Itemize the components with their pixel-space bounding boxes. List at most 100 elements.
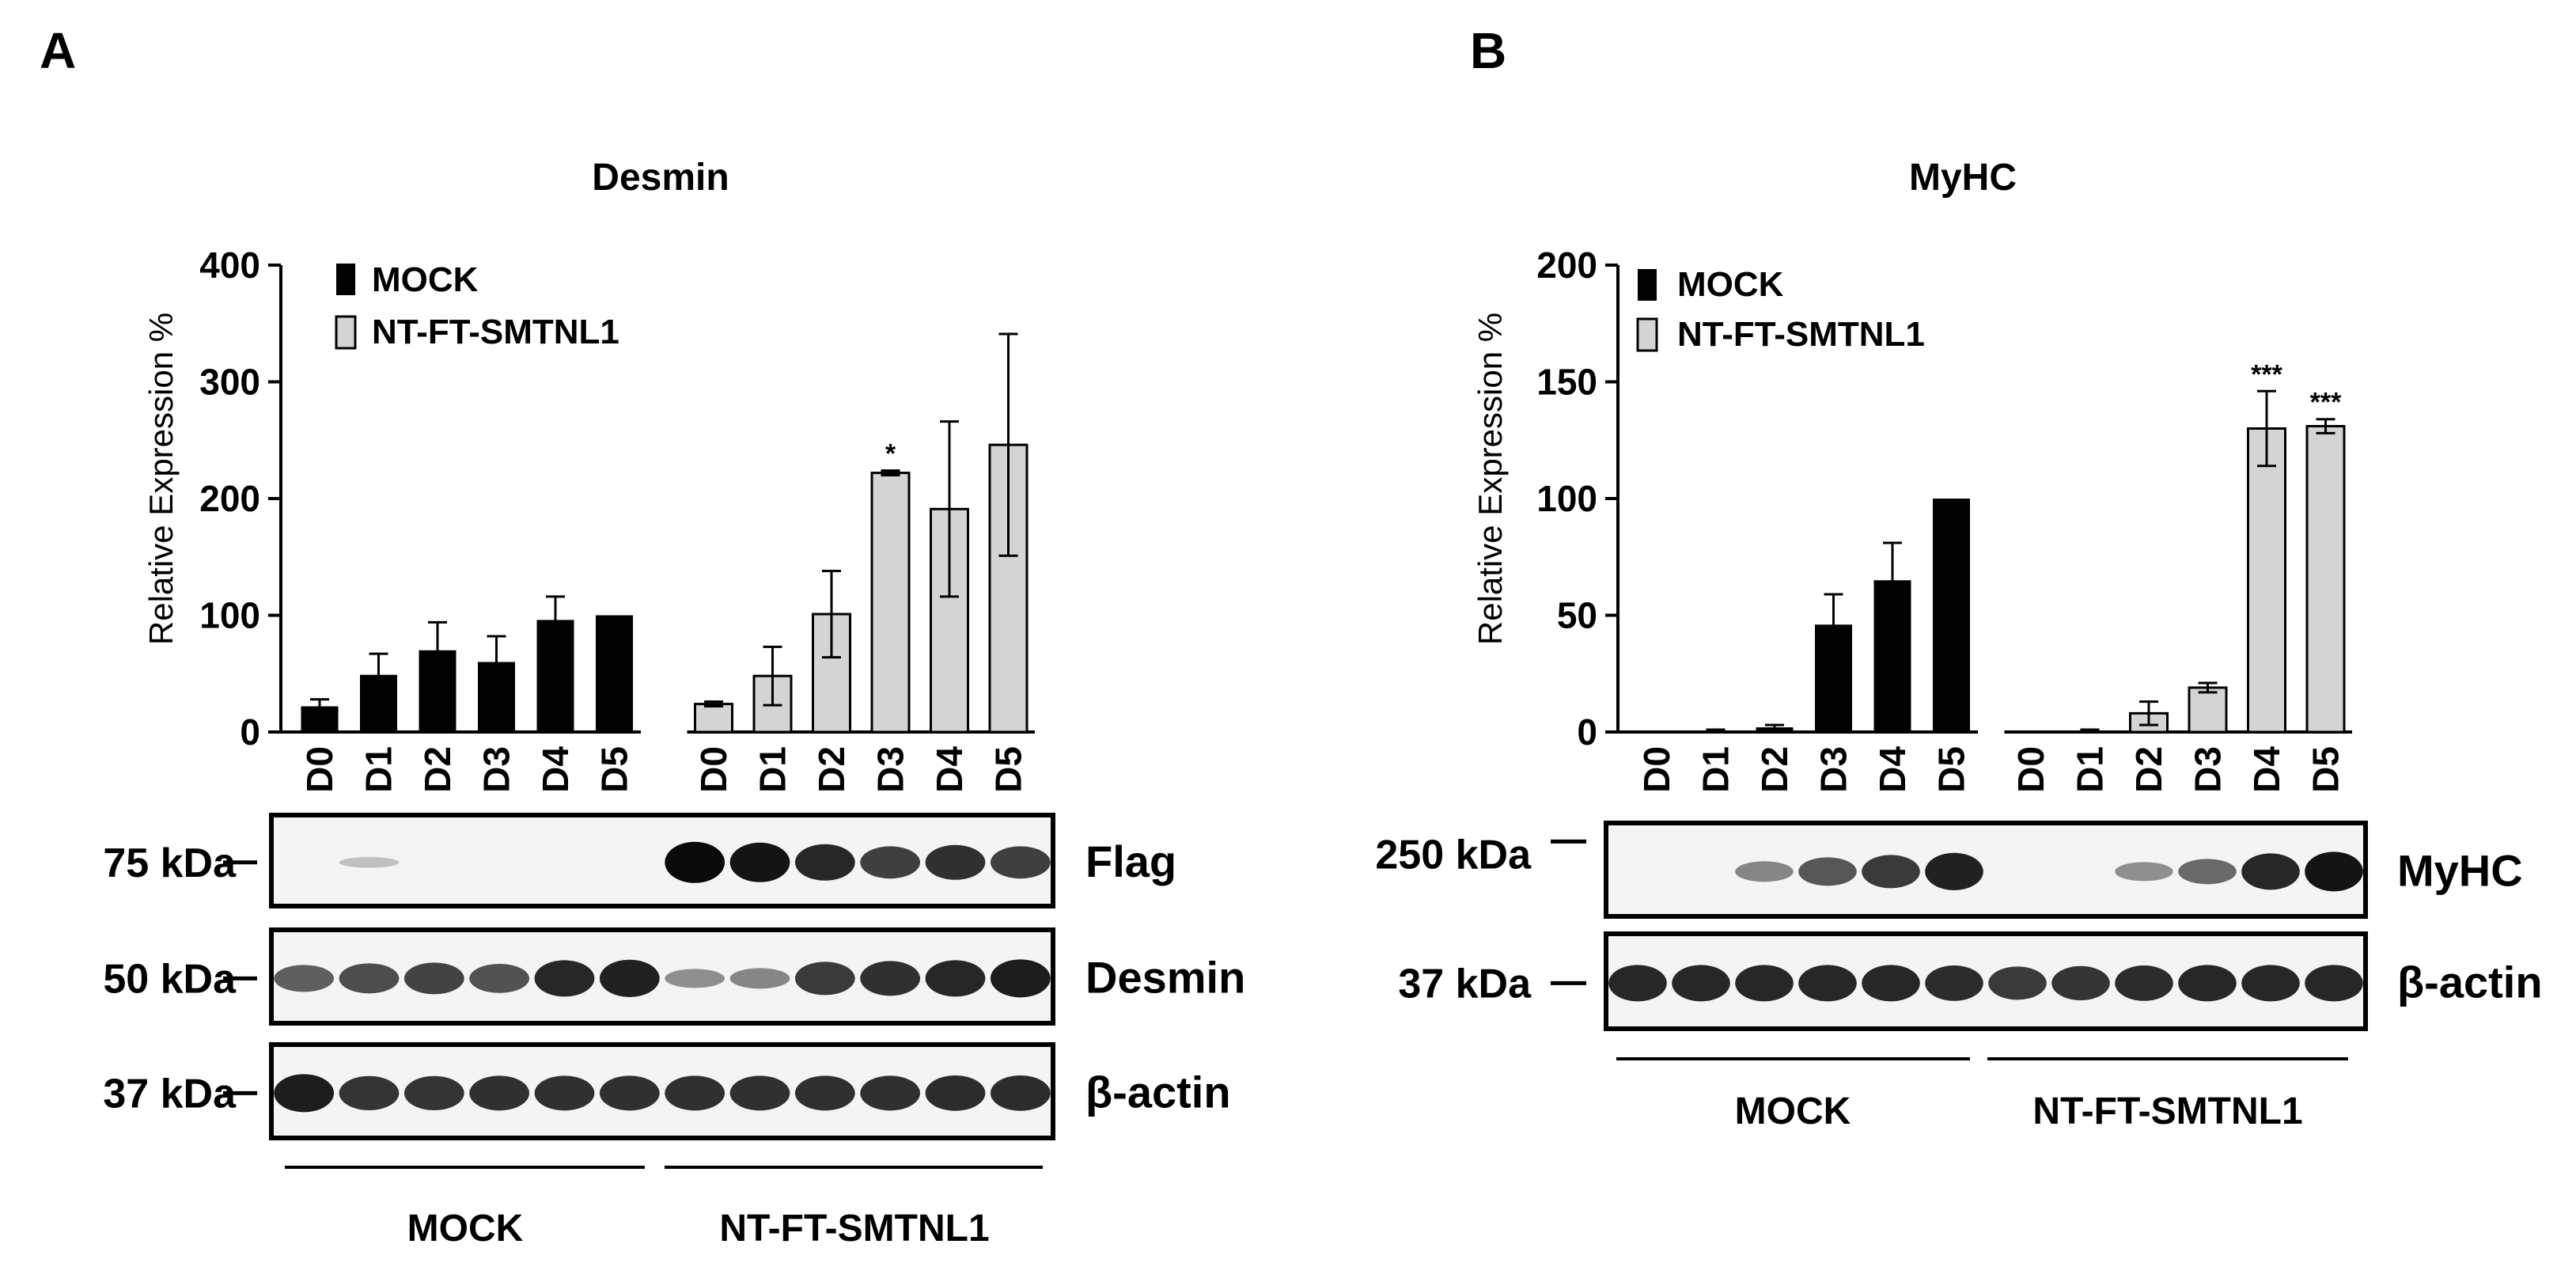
blot-band [534,1075,595,1111]
x-tick-label: D0 [1636,746,1677,793]
x-tick-label: D5 [594,746,635,793]
y-tick-label: 400 [199,245,260,286]
bar-mock-d5 [596,615,633,732]
blot-band [339,963,400,994]
x-tick-label: D3 [2188,746,2229,793]
x-tick-label: D1 [358,746,400,793]
legend-label-mock-b: MOCK [1677,265,1784,304]
y-tick-label: 0 [1577,711,1597,753]
blot-band [2051,965,2110,1000]
blot-kda-label: 37 kDa [103,1071,237,1117]
blot-band [2305,851,2363,892]
x-tick-label: D2 [1754,746,1795,793]
bar-mock-d5 [1933,499,1970,732]
blot-band [794,844,855,881]
blot-band [469,963,530,993]
blot-protein-label: Desmin [1085,952,1245,1002]
blot-band [729,968,790,989]
blot-band [1672,965,1730,1002]
blot-box [269,927,1055,1026]
y-tick-label: 100 [199,595,260,636]
y-tick-label: 150 [1536,362,1597,403]
panel-letter-b: B [1470,22,1506,79]
x-tick-label: D4 [1872,746,1913,793]
legend-label-nt-b: NT-FT-SMTNL1 [1677,315,1925,354]
blot-band [1988,966,2047,1000]
blot-band [274,965,335,992]
blot-band [665,969,725,988]
x-tick-label: D5 [2305,746,2347,793]
blot-protein-label: β-actin [2397,957,2543,1007]
y-tick-label: 50 [1557,595,1597,636]
blot-band [1862,855,1920,889]
legend-swatch-mock-b [1638,269,1657,301]
x-tick-label: D2 [811,746,852,793]
x-tick-label: D3 [1813,746,1854,793]
x-tick-label: D2 [2128,746,2169,793]
bar-nt-ft-smtnl1-d0 [694,703,733,734]
blot-band [599,1075,660,1111]
significance-label: *** [2310,388,2342,418]
blot-kda-label: 37 kDa [1398,961,1532,1007]
blot-band [2241,965,2300,1002]
x-tick-label: D4 [535,746,576,793]
blot-kda-label: 50 kDa [103,956,237,1002]
y-tick-label: 200 [1536,245,1597,286]
x-tick-label: D1 [2070,746,2111,793]
x-tick-label: D0 [693,746,734,793]
x-tick-label: D3 [870,746,911,793]
blot-band [665,1075,725,1111]
x-tick-label: D4 [929,746,970,793]
group-label-mock-a: MOCK [407,1208,524,1250]
blot-band [1925,852,1983,890]
blot-band [599,959,660,997]
blot-band [1925,965,1983,1001]
blot-band [2241,853,2300,890]
blot-band [1735,861,1794,882]
blot-band [990,846,1051,879]
blot-band [2115,965,2173,1001]
bar-nt-ft-smtnl1-d3 [870,472,911,734]
significance-label: *** [2251,359,2282,389]
legend-swatch-nt-a [335,315,357,350]
blots-panel-b: MyHC 250 kDa β-actin 37 kDa [1375,821,2543,1031]
blot-band [2178,965,2237,1002]
x-tick-label: D3 [476,746,517,793]
blot-box [269,1042,1055,1140]
panel-letter-a: A [40,22,76,79]
blot-band [1798,857,1857,886]
chart-desmin: 0 100 200 300 400 D0 D1 D2 D3 D4 D5 D0 D1 D2 * D3 D4 D5 [199,245,1035,793]
blot-band [1735,965,1794,1002]
blot-box [269,813,1055,908]
x-tick-label: D1 [1695,746,1737,793]
x-tick-label: D4 [2246,746,2287,793]
blot-box [1604,821,2368,919]
bar-nt-ft-smtnl1-d3 [2188,686,2228,734]
y-tick-label: 100 [1536,478,1597,519]
blot-band [794,1075,855,1111]
legend-label-nt-a: NT-FT-SMTNL1 [372,313,619,351]
blot-band [729,1075,790,1111]
blot-protein-label: β-actin [1085,1067,1231,1117]
x-tick-label: D0 [299,746,340,793]
blot-band [403,1075,464,1110]
group-label-nt-b: NT-FT-SMTNL1 [2032,1090,2302,1132]
blot-band [339,1075,400,1110]
significance-label: * [885,439,896,469]
blot-protein-label: MyHC [2397,845,2523,895]
blot-band [925,1075,986,1111]
blot-band [339,857,400,868]
x-tick-label: D5 [988,746,1029,793]
x-tick-label: D1 [752,746,794,793]
chart-myhc: 0 50 100 150 200 D0 D1 D2 D3 D4 D5 D0 D1 D2 D3 *** D4 ***… [1536,245,2352,793]
legend-label-mock-a: MOCK [372,260,479,299]
blot-band [860,961,921,996]
group-label-mock-b: MOCK [1735,1090,1851,1132]
blot-band [925,844,986,880]
blot-band [534,960,595,997]
blot-band [1608,965,1667,1002]
blot-band [2115,862,2173,882]
x-tick-label: D2 [417,746,458,793]
blot-band [469,1075,530,1111]
